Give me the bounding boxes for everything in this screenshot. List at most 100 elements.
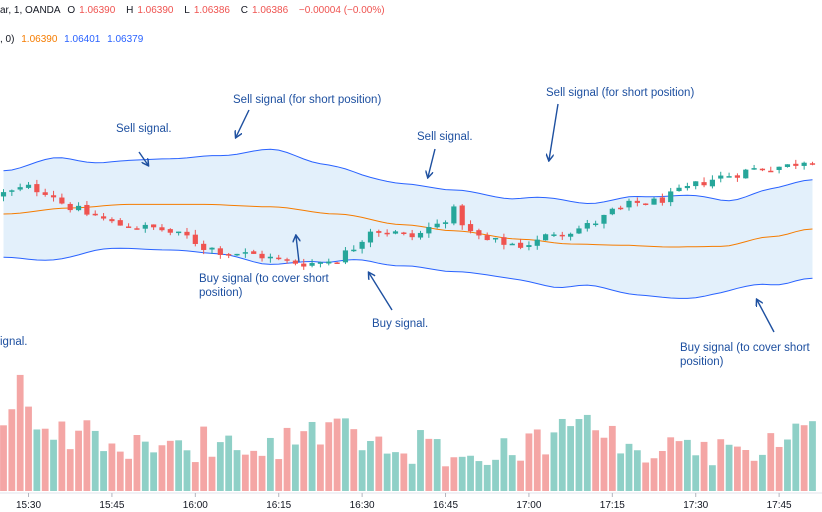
- volume-bar: [241, 454, 249, 491]
- candle-body: [701, 182, 707, 186]
- volume-bar: [767, 433, 775, 491]
- volume-bar: [91, 430, 99, 491]
- candle-body: [0, 192, 7, 197]
- volume-bar: [233, 450, 241, 491]
- candle-body: [417, 232, 424, 238]
- volume-bar: [800, 425, 808, 491]
- volume-bar: [216, 442, 224, 491]
- volume-bar: [508, 455, 516, 491]
- volume-bar: [417, 430, 424, 491]
- volume-bar: [750, 460, 758, 491]
- volume-bar: [283, 427, 291, 491]
- candle-body: [643, 203, 649, 205]
- candle-body: [751, 168, 757, 170]
- candle-body: [25, 184, 32, 188]
- annotation-text: ignal.: [0, 336, 28, 348]
- candle-body: [301, 263, 307, 267]
- candle-body: [576, 228, 582, 234]
- candle-body: [634, 200, 640, 203]
- candle-body: [176, 231, 182, 234]
- high-value: 1.06390: [137, 5, 174, 16]
- volume-bar: [8, 409, 16, 491]
- open-value: 1.06390: [79, 5, 116, 16]
- volume-bar: [292, 444, 299, 491]
- candle-body: [276, 257, 282, 260]
- volume-bar: [642, 462, 650, 491]
- volume-bar: [475, 461, 483, 491]
- candle-body: [801, 162, 807, 166]
- high-label: H: [126, 5, 134, 16]
- candle-body: [584, 223, 590, 229]
- candle-body: [184, 231, 190, 236]
- candle-body: [267, 256, 273, 259]
- close-value: 1.06386: [251, 5, 289, 16]
- volume-bar: [592, 430, 600, 491]
- candle-body: [517, 242, 524, 248]
- candle-body: [84, 204, 90, 215]
- volume-bar: [608, 425, 616, 491]
- volume-bar: [367, 441, 374, 491]
- change-value: −0.00004 (−0.00%): [298, 5, 385, 16]
- volume-bar: [383, 453, 391, 491]
- volume-bar: [75, 430, 82, 491]
- x-tick-label: 15:45: [99, 500, 124, 511]
- volume-bar: [16, 374, 24, 491]
- candle-body: [59, 197, 65, 204]
- candle-body: [401, 232, 407, 234]
- candle-body: [42, 192, 48, 195]
- volume-bar: [300, 431, 308, 491]
- annotation-text: Sell signal.: [116, 123, 172, 135]
- candle-body: [467, 224, 474, 232]
- x-tick-label: 15:30: [16, 500, 41, 511]
- volume-bar: [58, 421, 66, 491]
- volume-bar: [41, 428, 49, 491]
- x-tick-label: 16:30: [350, 500, 375, 511]
- candle-body: [217, 248, 223, 255]
- candle-body: [117, 220, 123, 226]
- volume-bar: [400, 453, 408, 491]
- candle-body: [534, 239, 540, 246]
- annotation-buy-2: Buy signal.: [369, 273, 428, 330]
- candle-body: [484, 235, 490, 241]
- annotation-buy-0: ignal.: [0, 336, 28, 348]
- time-axis: 15:30 15:45 16:00 16:15 16:30 16:45 17:00 17:15…: [0, 492, 822, 511]
- x-tick-label: 17:30: [683, 500, 708, 511]
- bollinger-bands: [3, 148, 813, 299]
- upper-band-line: [3, 148, 813, 205]
- volume-bar: [166, 440, 174, 491]
- volume-bar: [317, 444, 324, 491]
- candle-body: [151, 224, 157, 228]
- candle-body: [209, 247, 215, 250]
- annotation-arrow: [236, 109, 250, 137]
- x-tick-label: 16:15: [266, 500, 291, 511]
- volume-bar: [725, 444, 733, 491]
- volume-bar: [325, 422, 333, 491]
- candle-body: [601, 214, 607, 224]
- volume-bar: [717, 439, 725, 491]
- volume-bar: [692, 455, 700, 491]
- candle-body: [17, 187, 23, 190]
- candle-body: [142, 224, 148, 229]
- candle-body: [351, 249, 357, 252]
- volume-bar: [442, 466, 449, 491]
- volume-bar: [66, 449, 74, 491]
- candle-body: [75, 205, 82, 211]
- open-label: O: [67, 5, 76, 16]
- annotation-text: position): [680, 356, 724, 368]
- candle-body: [676, 187, 682, 192]
- candle-body: [334, 262, 340, 264]
- volume-bar: [200, 426, 208, 491]
- volume-bar: [433, 439, 441, 491]
- bb-basis-value: 1.06390: [21, 34, 58, 45]
- volume-bar: [542, 454, 549, 491]
- volume-bar: [208, 456, 216, 491]
- candle-body: [201, 243, 207, 250]
- volume-bar: [675, 441, 683, 491]
- volume-bar: [500, 438, 508, 491]
- volume-bar: [492, 459, 499, 491]
- candle-body: [442, 222, 449, 224]
- candle-body: [9, 190, 15, 192]
- candle-body: [309, 263, 315, 266]
- volume-bar: [350, 429, 358, 491]
